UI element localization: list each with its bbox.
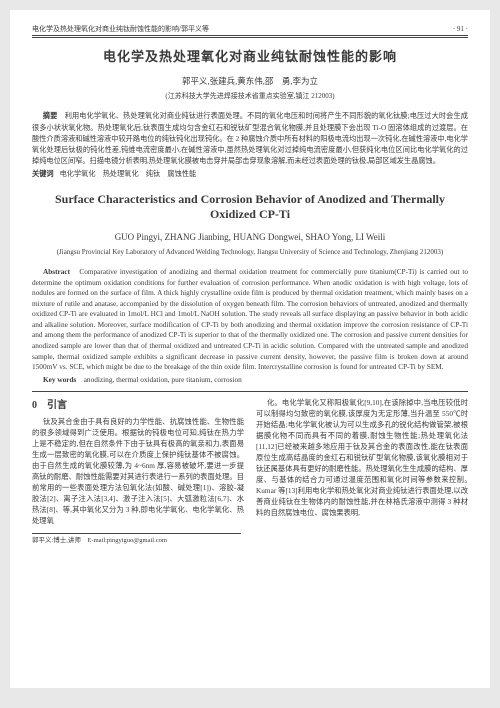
body-columns: 0 引言 钛及其合金由于具有良好的力学性能、抗腐蚀性能、生物性能的很多领域得到广… — [32, 398, 468, 526]
running-header: 电化学及热处理氧化对商业纯钛耐蚀性能的影响/郭平义等 · 91 · — [32, 24, 468, 36]
affiliation-english: (Jiangsu Provincial Key Laboratory of Ad… — [32, 248, 468, 257]
keywords-en: anodizing, thermal oxidation, pure titan… — [84, 375, 242, 384]
section-0-heading: 0 引言 — [32, 398, 244, 413]
abstract-en-text: Comparative investigation of anodizing a… — [32, 267, 468, 371]
intro-paragraph-right: 化。电化学氧化又称阳极氧化[9,10],在该除掉中,当电压较低时可以制得均匀致密… — [256, 398, 468, 518]
abstract-chinese-block: 摘要 利用电化学氧化、热处理氧化对商业纯钛进行表面处理。不同的氧化电压和时间将产… — [32, 111, 468, 179]
page-number: · 91 · — [453, 24, 468, 34]
abstract-cn-text: 利用电化学氧化、热处理氧化对商业纯钛进行表面处理。不同的氧化电压和时间将产生不同… — [32, 112, 468, 165]
column-left: 0 引言 钛及其合金由于具有良好的力学性能、抗腐蚀性能、生物性能的很多领域得到广… — [32, 398, 244, 526]
author-footnote: 郭平义:博士,讲师 E-mail:pingyiguo@gmail.com — [32, 533, 241, 545]
section-divider — [32, 391, 468, 392]
keywords-english-row: Key words anodizing, thermal oxidation, … — [32, 375, 468, 386]
paper-page: 电化学及热处理氧化对商业纯钛耐蚀性能的影响/郭平义等 · 91 · 电化学及热处… — [10, 10, 490, 688]
title-chinese: 电化学及热处理氧化对商业纯钛耐蚀性能的影响 — [32, 48, 468, 67]
authors-english: GUO Pingyi, ZHANG Jianbing, HUANG Dongwe… — [32, 231, 468, 244]
keywords-cn: 电化学氧化 热处理氧化 纯钛 腐蚀性能 — [60, 170, 197, 178]
keywords-cn-label: 关键词 — [32, 170, 54, 178]
authors-chinese: 郭平义,张建兵,黄东伟,邵 勇,李为立 — [32, 75, 468, 87]
affiliation-chinese: (江苏科技大学先进焊接技术省重点实验室,镇江 212003) — [32, 91, 468, 101]
header-left: 电化学及热处理氧化对商业纯钛耐蚀性能的影响/郭平义等 — [32, 24, 209, 34]
keywords-en-label: Key words — [43, 375, 76, 384]
intro-paragraph-left: 钛及其合金由于具有良好的力学性能、抗腐蚀性能、生物性能的很多领域得到广泛使用。根… — [32, 417, 244, 526]
abstract-english-block: Abstract Comparative investigation of an… — [32, 267, 468, 373]
title-english: Surface Characteristics and Corrosion Be… — [32, 192, 468, 223]
column-right: 化。电化学氧化又称阳极氧化[9,10],在该除掉中,当电压较低时可以制得均匀致密… — [256, 398, 468, 526]
header-rule — [32, 37, 468, 38]
abstract-cn-label: 摘要 — [43, 112, 58, 120]
abstract-en-label: Abstract — [43, 267, 70, 276]
